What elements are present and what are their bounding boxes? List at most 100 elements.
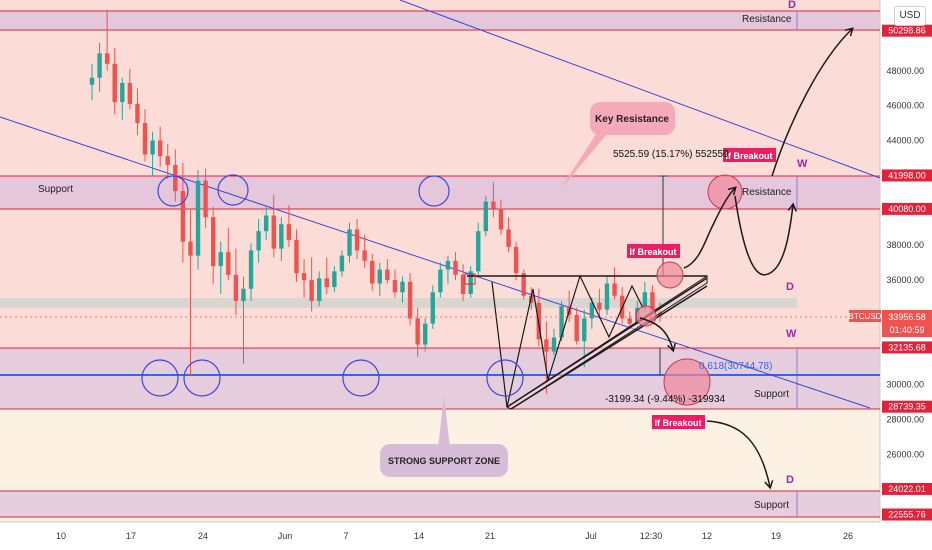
time-tick-label: 26: [843, 531, 853, 541]
candle: [294, 229, 299, 282]
fib-label: 0.618(30744.78): [699, 361, 772, 372]
candle: [332, 266, 337, 293]
candle: [89, 63, 95, 101]
candle: [483, 196, 489, 237]
candle: [392, 269, 398, 298]
svg-text:24022.01: 24022.01: [888, 484, 926, 494]
price-tick-label: 30000.00: [886, 380, 924, 390]
candle: [279, 217, 284, 261]
breakout-badge-upper: If Breakout: [723, 148, 776, 162]
candle: [589, 297, 595, 329]
candle: [309, 257, 314, 312]
candle: [370, 253, 375, 291]
strong-support-zone: [0, 348, 880, 409]
candle: [445, 255, 451, 284]
level-tag: 41998.00: [882, 169, 932, 182]
svg-text:22555.76: 22555.76: [888, 510, 926, 520]
zone-label-resistance-mid: Resistance: [742, 187, 792, 198]
candle: [173, 149, 178, 202]
time-tick-label: Jun: [278, 531, 293, 541]
level-tag: 24022.01: [882, 482, 932, 495]
svg-text:28739.35: 28739.35: [888, 402, 926, 412]
strong-support-callout: STRONG SUPPORT ZONE: [380, 395, 508, 477]
strong-support-label: STRONG SUPPORT ZONE: [388, 456, 500, 466]
candle: [150, 131, 155, 176]
upper-measure-label: 5525.59 (15.17%) 552559: [613, 149, 729, 160]
time-tick-label: 24: [198, 531, 208, 541]
time-tick-label: 10: [56, 531, 66, 541]
price-level-tags: 50298.86 41998.00 40080.00 32135.68 28739.35…: [882, 24, 932, 521]
triangle-pattern: [464, 273, 708, 410]
time-tick-label: 17: [126, 531, 136, 541]
candle: [127, 69, 133, 110]
candle: [385, 259, 390, 284]
candle: [491, 182, 496, 218]
price-tick-label: 26000.00: [886, 449, 924, 459]
candle: [627, 311, 632, 329]
candle: [460, 264, 466, 301]
candle: [604, 276, 610, 315]
level-lines: [0, 10, 880, 518]
level-tag: 22555.76: [882, 508, 932, 521]
candle: [112, 48, 117, 115]
candle: [271, 194, 276, 258]
countdown: 01:40:59: [889, 325, 924, 335]
wave-label-w-lower: W: [786, 328, 797, 340]
candle: [377, 262, 382, 296]
candle: [218, 241, 223, 294]
svg-text:32135.68: 32135.68: [888, 342, 926, 352]
candle: [498, 199, 504, 235]
candle: [210, 206, 216, 284]
svg-text:40080.00: 40080.00: [888, 204, 926, 214]
candle: [400, 276, 405, 303]
svg-text:If Breakout: If Breakout: [629, 247, 676, 257]
candle: [317, 271, 322, 307]
time-tick-label: Jul: [585, 531, 597, 541]
zone-label-resistance-top: Resistance: [742, 14, 792, 25]
zone-label-support-strong: Support: [754, 389, 789, 400]
candle: [203, 168, 208, 228]
candle: [286, 205, 292, 247]
candle: [263, 206, 269, 240]
candle: [612, 267, 617, 300]
candle: [233, 248, 239, 315]
svg-text:50298.86: 50298.86: [888, 26, 926, 36]
currency-button[interactable]: USD: [894, 6, 926, 26]
time-axis-area: [0, 522, 932, 550]
candle: [468, 266, 473, 298]
zone-label-support-mid: Support: [38, 184, 73, 195]
level-tag: 28739.35: [882, 400, 932, 413]
time-tick-label: 12:30: [640, 531, 663, 541]
svg-text:41998.00: 41998.00: [888, 170, 926, 180]
candle: [324, 257, 329, 294]
wave-label-d-top: D: [788, 0, 796, 11]
svg-text:If Breakout: If Breakout: [725, 151, 772, 161]
time-axis-ticks: 10 17 24 Jun 7 14 21 Jul 12:30 12 19 26: [56, 531, 853, 541]
candle: [97, 42, 102, 92]
upper-background: [0, 0, 880, 350]
level-tag: 40080.00: [882, 202, 932, 215]
ticker-label: BTCUSD: [849, 312, 882, 321]
breakout-badge-lower: If Breakout: [652, 415, 705, 429]
candle: [188, 208, 193, 376]
candle: [430, 285, 435, 329]
candle: [135, 88, 140, 136]
candle: [347, 222, 352, 263]
lower-measure-label: -3199.34 (-9.44%) -319934: [605, 394, 726, 405]
candle: [521, 269, 526, 300]
time-tick-label: 21: [485, 531, 495, 541]
time-tick-label: 14: [414, 531, 424, 541]
price-tag: 33956.58: [888, 312, 926, 322]
candle: [438, 262, 443, 298]
current-price-tag: BTCUSD 33956.58 01:40:59: [849, 310, 932, 337]
wave-label-d-bottom: D: [786, 474, 794, 486]
breakout-badge-mid: If Breakout: [627, 244, 680, 258]
time-tick-label: 7: [343, 531, 348, 541]
price-tick-label: 48000.00: [886, 66, 924, 76]
candle: [157, 126, 163, 167]
lower-trendline: [0, 116, 871, 409]
projection-paths: [639, 27, 854, 490]
level-tag: 32135.68: [882, 341, 932, 354]
